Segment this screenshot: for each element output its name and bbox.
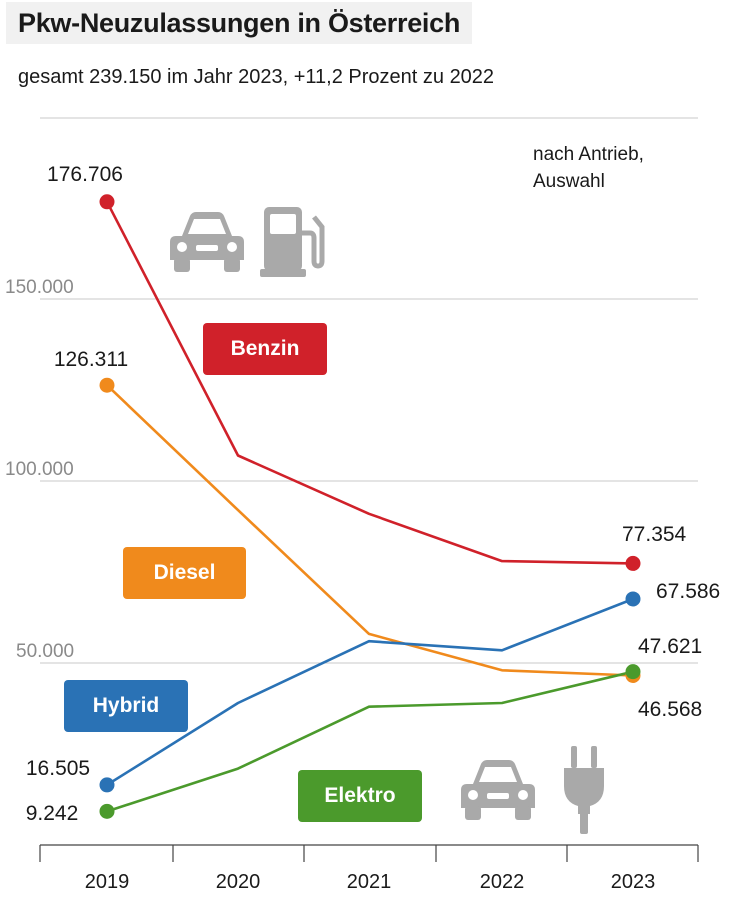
series-line-elektro (106, 670, 634, 813)
note-line-1: nach Antrieb, (533, 144, 644, 165)
y-tick-label-2: 150.000 (5, 277, 74, 298)
legend-tag-elektro: Elektro (298, 770, 422, 822)
legend-tag-hybrid: Hybrid (64, 680, 188, 732)
series-line-benzin (105, 201, 634, 565)
data-label-benzin-first: 176.706 (47, 163, 123, 186)
data-label-elektro-first: 9.242 (26, 802, 79, 825)
x-tick-label-2022: 2022 (480, 871, 525, 893)
point-hybrid-2019 (99, 777, 115, 793)
x-tick-label-2023: 2023 (611, 871, 656, 893)
car-icon (170, 212, 244, 272)
fuel-pump-icon (260, 207, 325, 277)
x-tick-label-2021: 2021 (347, 871, 392, 893)
data-label-hybrid-first: 16.505 (26, 757, 90, 780)
data-label-diesel-last: 46.568 (638, 698, 702, 721)
series-lines (105, 201, 634, 813)
chart-note: nach Antrieb, Auswahl (533, 141, 644, 195)
y-tick-label-1: 100.000 (5, 459, 74, 480)
y-tick-label-0: 50.000 (16, 641, 74, 662)
gridlines (40, 117, 698, 664)
series-line-diesel (106, 384, 634, 677)
series-points (99, 194, 641, 819)
data-label-hybrid-last: 67.586 (656, 580, 720, 603)
data-label-diesel-first: 126.311 (54, 348, 128, 371)
point-hybrid-2023 (625, 591, 641, 607)
legend-tag-benzin: Benzin (203, 323, 327, 375)
plug-icon (564, 746, 604, 834)
point-benzin-2019 (99, 194, 115, 210)
x-axis: 2019 2020 2021 2022 2023 (39, 844, 699, 893)
x-tick-label-2020: 2020 (216, 871, 261, 893)
car-icon (461, 760, 535, 820)
x-tick-label-2019: 2019 (85, 871, 130, 893)
data-label-benzin-last: 77.354 (622, 523, 687, 546)
data-labels: 176.706 77.354 126.311 46.568 16.505 67.586 9.… (26, 163, 721, 825)
chart-subtitle: gesamt 239.150 im Jahr 2023, +11,2 Proze… (18, 66, 495, 88)
series-line-hybrid (106, 597, 634, 787)
legend-tag-diesel: Diesel (123, 547, 246, 599)
y-tick-labels: 50.000 100.000 150.000 (5, 277, 74, 662)
point-elektro-2019 (99, 803, 115, 819)
data-label-elektro-last: 47.621 (638, 635, 702, 658)
note-line-2: Auswahl (533, 171, 605, 192)
point-benzin-2023 (625, 555, 641, 571)
point-diesel-2019 (99, 377, 115, 393)
point-elektro-2023 (625, 664, 641, 680)
chart-title: Pkw-Neuzulassungen in Österreich (18, 7, 461, 38)
chart-title-box: Pkw-Neuzulassungen in Österreich (6, 2, 473, 44)
